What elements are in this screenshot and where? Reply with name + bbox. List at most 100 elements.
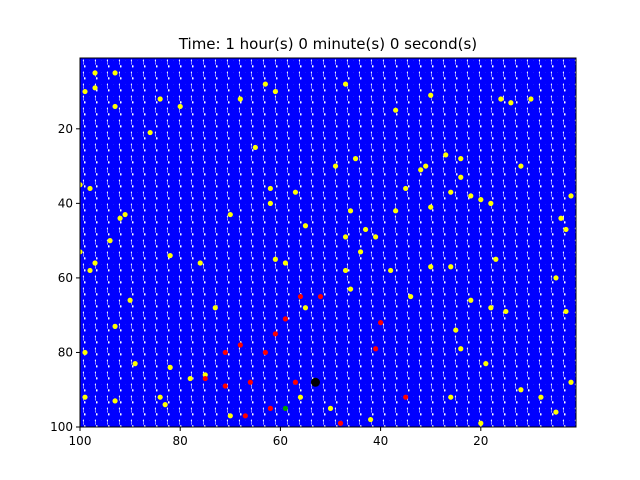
red-point-6 [262, 349, 268, 356]
red-point-4 [378, 320, 384, 326]
green-point-0 [282, 405, 289, 411]
y-tick-label: 60 [58, 271, 73, 285]
red-point-11 [247, 379, 253, 385]
yellow-point-68 [302, 305, 309, 311]
yellow-point-92 [518, 387, 524, 393]
yellow-point-43 [478, 197, 484, 203]
yellow-point-23 [458, 174, 464, 180]
yellow-point-84 [112, 398, 118, 404]
yellow-point-53 [272, 256, 278, 262]
red-point-0 [297, 293, 304, 300]
yellow-point-82 [568, 379, 574, 385]
yellow-point-51 [167, 252, 173, 259]
yellow-point-54 [282, 260, 289, 266]
x-tick-label: 80 [173, 434, 188, 448]
yellow-point-10 [393, 107, 399, 113]
yellow-point-17 [252, 144, 258, 151]
y-tick-label: 40 [58, 196, 73, 210]
yellow-point-70 [408, 293, 414, 300]
red-point-14 [242, 413, 248, 419]
yellow-point-18 [332, 163, 339, 169]
black-point-0 [310, 377, 320, 387]
yellow-point-24 [468, 193, 474, 199]
yellow-point-34 [267, 185, 273, 192]
red-point-2 [282, 316, 289, 322]
yellow-point-55 [342, 234, 349, 240]
yellow-point-48 [80, 249, 83, 255]
red-point-12 [292, 379, 299, 385]
yellow-point-29 [568, 193, 574, 199]
yellow-point-65 [112, 323, 118, 329]
yellow-point-50 [87, 267, 93, 274]
red-point-15 [337, 420, 344, 426]
yellow-point-78 [187, 375, 193, 382]
plot-area [79, 57, 577, 428]
yellow-point-56 [372, 234, 379, 240]
yellow-point-14 [498, 96, 504, 102]
yellow-point-20 [423, 163, 429, 169]
y-axis: 20 40 60 80 100 [50, 122, 80, 434]
yellow-point-64 [493, 256, 499, 262]
axes-frame [79, 57, 577, 428]
yellow-point-81 [483, 361, 489, 367]
yellow-point-21 [443, 152, 449, 158]
yellow-point-79 [202, 372, 208, 378]
yellow-point-91 [448, 394, 454, 400]
x-axis: 100 80 60 40 20 [69, 427, 488, 448]
yellow-point-89 [327, 405, 334, 411]
yellow-point-69 [347, 286, 354, 292]
yellow-point-27 [403, 185, 409, 192]
yellow-point-13 [528, 96, 534, 102]
yellow-point-46 [563, 226, 569, 233]
yellow-point-94 [553, 409, 559, 415]
yellow-point-62 [553, 275, 559, 281]
yellow-point-32 [117, 215, 123, 221]
yellow-point-28 [518, 163, 524, 169]
yellow-point-40 [362, 226, 369, 233]
yellow-point-77 [167, 364, 173, 370]
chart-title: Time: 1 hour(s) 0 minute(s) 0 second(s) [178, 35, 477, 53]
red-point-10 [222, 383, 228, 389]
yellow-point-25 [448, 189, 454, 195]
yellow-point-12 [508, 100, 514, 106]
yellow-point-11 [428, 92, 434, 98]
yellow-point-7 [262, 81, 268, 87]
highlight-points [80, 70, 574, 426]
yellow-point-44 [488, 200, 494, 206]
yellow-point-74 [503, 308, 509, 315]
yellow-point-63 [563, 308, 569, 315]
red-point-3 [272, 331, 278, 337]
yellow-point-2 [82, 88, 88, 95]
yellow-point-95 [478, 420, 484, 426]
yellow-point-45 [558, 215, 564, 221]
yellow-point-73 [488, 305, 494, 311]
red-point-16 [403, 394, 409, 400]
yellow-point-19 [352, 156, 359, 162]
yellow-point-8 [272, 88, 278, 95]
yellow-point-39 [347, 208, 354, 214]
yellow-point-41 [393, 208, 399, 214]
blue-agent-field [80, 58, 576, 427]
x-tick-label: 40 [373, 434, 388, 448]
yellow-point-3 [92, 85, 98, 91]
x-tick-label: 20 [473, 434, 488, 448]
yellow-point-88 [297, 394, 304, 400]
yellow-point-16 [112, 103, 118, 110]
yellow-point-26 [418, 167, 424, 173]
yellow-point-30 [80, 182, 83, 188]
yellow-point-59 [388, 267, 394, 274]
yellow-point-35 [292, 189, 299, 195]
yellow-point-36 [302, 223, 309, 229]
yellow-point-15 [147, 129, 153, 136]
yellow-point-67 [212, 305, 218, 311]
yellow-point-66 [127, 297, 133, 303]
yellow-point-9 [342, 81, 349, 87]
y-tick-label: 100 [50, 420, 73, 434]
yellow-point-75 [82, 349, 88, 356]
yellow-point-71 [453, 327, 459, 333]
yellow-point-6 [237, 96, 243, 102]
yellow-point-38 [227, 211, 233, 218]
red-point-13 [267, 405, 273, 411]
yellow-point-31 [87, 185, 93, 192]
yellow-point-5 [177, 103, 183, 110]
